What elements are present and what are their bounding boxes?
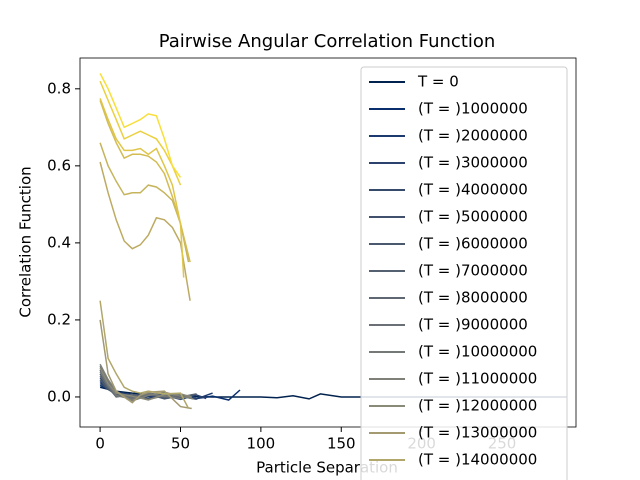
y-tick-label: 0.6 bbox=[47, 156, 71, 174]
legend-label: (T = )2000000 bbox=[418, 127, 528, 145]
y-tick-label: 0.4 bbox=[47, 233, 71, 251]
series-line bbox=[99, 100, 191, 263]
x-tick-label: 100 bbox=[247, 435, 276, 453]
axes-frame bbox=[79, 57, 577, 428]
x-tick-label: 50 bbox=[171, 435, 190, 453]
series-line bbox=[99, 73, 182, 178]
series-line bbox=[99, 367, 192, 401]
legend-label: (T = )3000000 bbox=[418, 154, 528, 172]
series-line bbox=[99, 319, 192, 410]
chart-title: Pairwise Angular Correlation Function bbox=[159, 31, 496, 52]
legend-label: (T = )1000000 bbox=[418, 100, 528, 118]
y-tick-label: 0.8 bbox=[47, 79, 71, 97]
series-line bbox=[99, 365, 181, 399]
legend-label: (T = )13000000 bbox=[418, 424, 537, 442]
plot-lines bbox=[99, 73, 567, 410]
series-line bbox=[99, 142, 190, 263]
legend-label: T = 0 bbox=[417, 73, 459, 91]
series-line bbox=[99, 300, 190, 409]
legend-label: (T = )14000000 bbox=[418, 451, 537, 469]
y-tick-label: 0.0 bbox=[47, 387, 71, 405]
legend-box bbox=[360, 66, 568, 480]
x-tick-label: 0 bbox=[95, 435, 105, 453]
series-line bbox=[99, 371, 191, 401]
legend-label: (T = )4000000 bbox=[418, 181, 528, 199]
series-line bbox=[99, 98, 185, 278]
legend-label: (T = )6000000 bbox=[418, 235, 528, 253]
y-axis-label: Correlation Function bbox=[17, 166, 35, 317]
legend-label: (T = )5000000 bbox=[418, 208, 528, 226]
legend-label: (T = )11000000 bbox=[418, 370, 537, 388]
series-line bbox=[99, 80, 182, 186]
y-tick-label: 0.2 bbox=[47, 310, 71, 328]
legend-label: (T = )8000000 bbox=[418, 289, 528, 307]
legend-label: (T = )10000000 bbox=[418, 343, 537, 361]
legend-label: (T = )9000000 bbox=[418, 316, 528, 334]
series-line bbox=[99, 161, 191, 301]
legend-label: (T = )7000000 bbox=[418, 262, 528, 280]
x-tick-label: 150 bbox=[327, 435, 356, 453]
legend-label: (T = )12000000 bbox=[418, 397, 537, 415]
